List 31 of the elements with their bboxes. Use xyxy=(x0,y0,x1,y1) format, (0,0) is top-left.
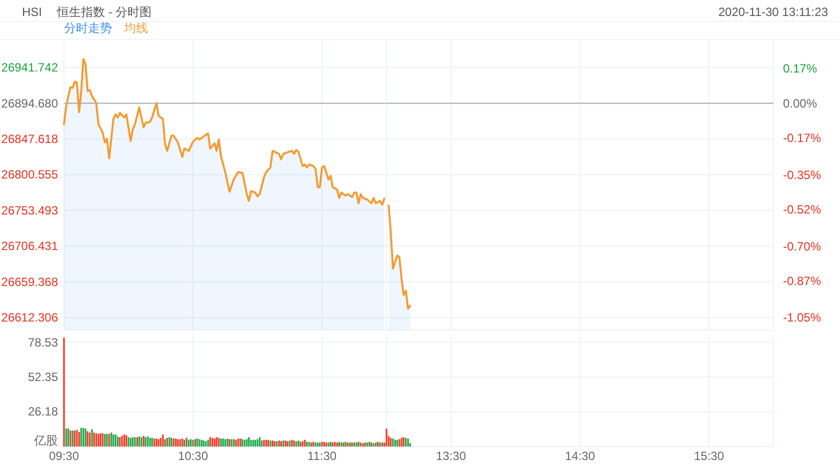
y2-tick-label: -0.70% xyxy=(783,239,822,254)
x-tick-label: 11:30 xyxy=(307,449,337,463)
y2-tick-label: 0.00% xyxy=(783,96,818,110)
y2-tick-label: -0.35% xyxy=(783,168,822,182)
text: 分时走势 xyxy=(64,21,112,35)
chart-subtitle: 恒生指数 - 分时图 xyxy=(56,5,152,19)
y-tick-label: 26612.306 xyxy=(1,310,58,325)
y2-tick-label: -0.52% xyxy=(783,202,822,217)
text: 2020-11-30 13:11:23 xyxy=(718,5,828,19)
y-axis-title: 亿股 xyxy=(33,434,58,448)
y-tick-label: 78.53 xyxy=(28,335,58,350)
y-tick-label: 52.35 xyxy=(28,370,58,384)
x-tick-label: 15:30 xyxy=(694,449,724,463)
text: 均线 xyxy=(123,21,148,35)
y-tick-label: 26753.493 xyxy=(1,203,58,218)
y2-tick-label: -0.17% xyxy=(783,131,822,146)
x-tick-label: 09:30 xyxy=(48,449,80,463)
x-tick-label: 14:30 xyxy=(564,449,596,463)
y2-tick-label: 0.17% xyxy=(783,62,818,76)
x-tick-label: 13:30 xyxy=(436,449,466,463)
y-tick-label: 26800.555 xyxy=(1,168,58,182)
chart-title: HSI xyxy=(22,5,42,19)
y-tick-label: 26659.368 xyxy=(1,274,58,289)
y-tick-label: 26706.431 xyxy=(1,239,58,254)
x-tick-label: 10:30 xyxy=(178,449,208,463)
y-tick-label: 26.18 xyxy=(28,404,58,419)
y-tick-label: 26941.742 xyxy=(1,60,58,75)
y2-tick-label: -1.05% xyxy=(783,310,822,325)
y2-tick-label: -0.87% xyxy=(783,274,822,288)
y-tick-label: 26894.680 xyxy=(1,96,58,110)
y-tick-label: 26847.618 xyxy=(1,132,58,146)
